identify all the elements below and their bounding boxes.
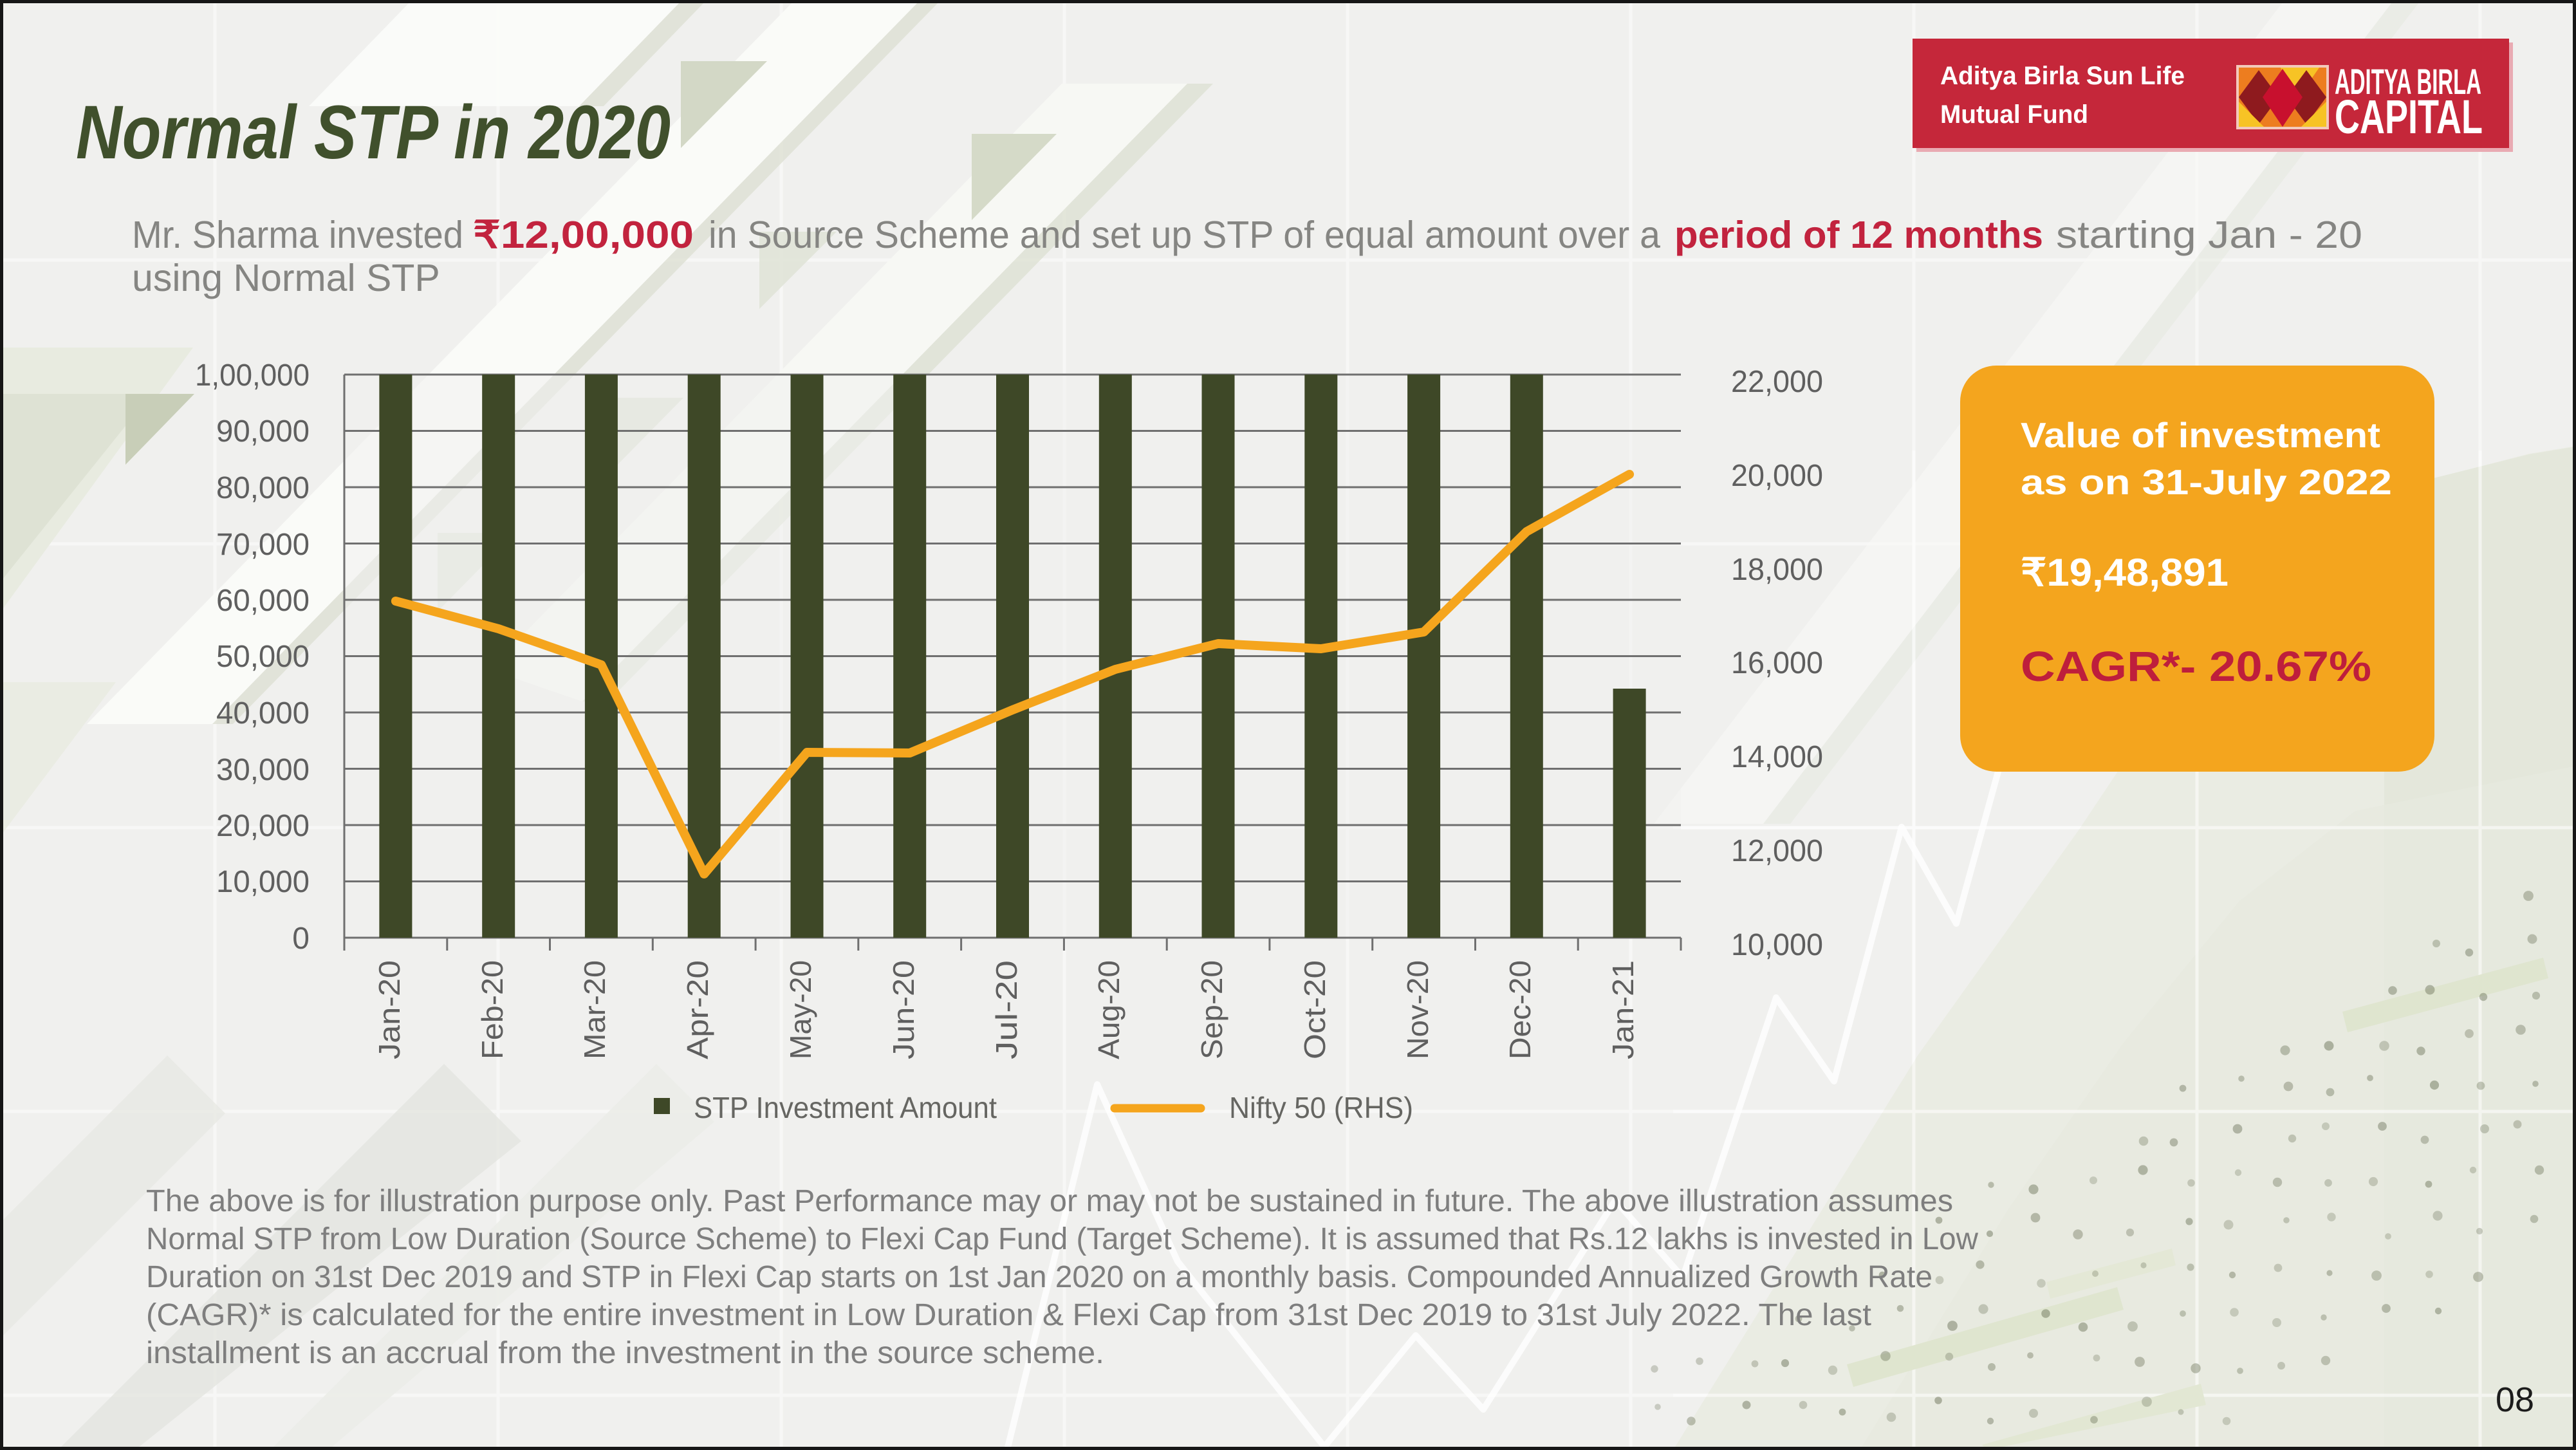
svg-text:CAPITAL: CAPITAL [2335, 90, 2483, 144]
svg-text:12,000: 12,000 [1731, 834, 1823, 868]
svg-text:Jul-20: Jul-20 [990, 960, 1023, 1059]
svg-text:starting Jan - 20: starting Jan - 20 [2056, 214, 2362, 256]
svg-text:Aditya Birla Sun Life: Aditya Birla Sun Life [1940, 62, 2185, 90]
svg-text:0: 0 [292, 922, 310, 956]
svg-text:18,000: 18,000 [1731, 553, 1823, 587]
svg-text:ADITYA BIRLA: ADITYA BIRLA [2335, 61, 2481, 102]
svg-text:May-20: May-20 [784, 960, 817, 1059]
svg-text:Nifty 50 (RHS): Nifty 50 (RHS) [1229, 1091, 1413, 1124]
svg-text:₹19,48,891: ₹19,48,891 [2021, 551, 2229, 594]
svg-text:Aug-20: Aug-20 [1092, 960, 1126, 1059]
svg-text:14,000: 14,000 [1731, 740, 1823, 774]
svg-text:STP Investment Amount: STP Investment Amount [694, 1091, 997, 1124]
svg-text:installment is an accrual from: installment is an accrual from the inves… [146, 1336, 1104, 1370]
svg-text:Nov-20: Nov-20 [1401, 960, 1434, 1059]
svg-text:1,00,000: 1,00,000 [195, 358, 310, 393]
svg-text:(CAGR)* is calculated for the: (CAGR)* is calculated for the entire inv… [146, 1298, 1871, 1332]
svg-text:Normal STP in 2020: Normal STP in 2020 [76, 90, 671, 175]
svg-text:16,000: 16,000 [1731, 646, 1823, 680]
svg-text:Normal STP from Low Duration (: Normal STP from Low Duration (Source Sch… [146, 1222, 1978, 1256]
svg-text:80,000: 80,000 [216, 471, 310, 505]
svg-text:₹12,00,000: ₹12,00,000 [473, 214, 694, 256]
svg-text:Sep-20: Sep-20 [1195, 960, 1228, 1059]
svg-text:70,000: 70,000 [216, 528, 310, 562]
svg-text:50,000: 50,000 [216, 640, 310, 674]
svg-text:in Source Scheme and set up ST: in Source Scheme and set up STP of equal… [709, 214, 1660, 256]
svg-text:20,000: 20,000 [216, 809, 310, 843]
svg-text:22,000: 22,000 [1731, 365, 1823, 399]
svg-text:Jan-20: Jan-20 [373, 960, 406, 1059]
svg-text:The above is for illustration: The above is for illustration purpose on… [146, 1184, 1953, 1218]
svg-text:20,000: 20,000 [1731, 459, 1823, 493]
svg-text:Mr. Sharma invested: Mr. Sharma invested [132, 214, 463, 256]
svg-text:Mar-20: Mar-20 [578, 960, 611, 1059]
svg-text:Jun-20: Jun-20 [887, 960, 920, 1059]
svg-text:Dec-20: Dec-20 [1503, 960, 1537, 1059]
svg-text:40,000: 40,000 [216, 696, 310, 730]
svg-text:Jan-21: Jan-21 [1606, 960, 1640, 1059]
svg-text:Mutual Fund: Mutual Fund [1940, 100, 2088, 129]
svg-text:90,000: 90,000 [216, 414, 310, 449]
svg-text:Oct-20: Oct-20 [1298, 960, 1331, 1059]
svg-text:60,000: 60,000 [216, 584, 310, 618]
svg-text:10,000: 10,000 [1731, 928, 1823, 962]
svg-text:08: 08 [2496, 1380, 2534, 1419]
svg-text:CAGR*- 20.67%: CAGR*- 20.67% [2021, 642, 2371, 690]
svg-text:30,000: 30,000 [216, 753, 310, 787]
svg-text:10,000: 10,000 [216, 865, 310, 899]
svg-text:Duration on 31st Dec 2019 and: Duration on 31st Dec 2019 and STP in Fle… [146, 1260, 1932, 1294]
svg-text:period of 12 months: period of 12 months [1674, 214, 2043, 256]
svg-text:Apr-20: Apr-20 [681, 960, 714, 1059]
svg-text:as on 31-July 2022: as on 31-July 2022 [2021, 462, 2392, 502]
svg-text:Feb-20: Feb-20 [476, 960, 509, 1059]
svg-text:Value of investment: Value of investment [2021, 415, 2380, 455]
svg-text:using Normal STP: using Normal STP [132, 257, 440, 299]
